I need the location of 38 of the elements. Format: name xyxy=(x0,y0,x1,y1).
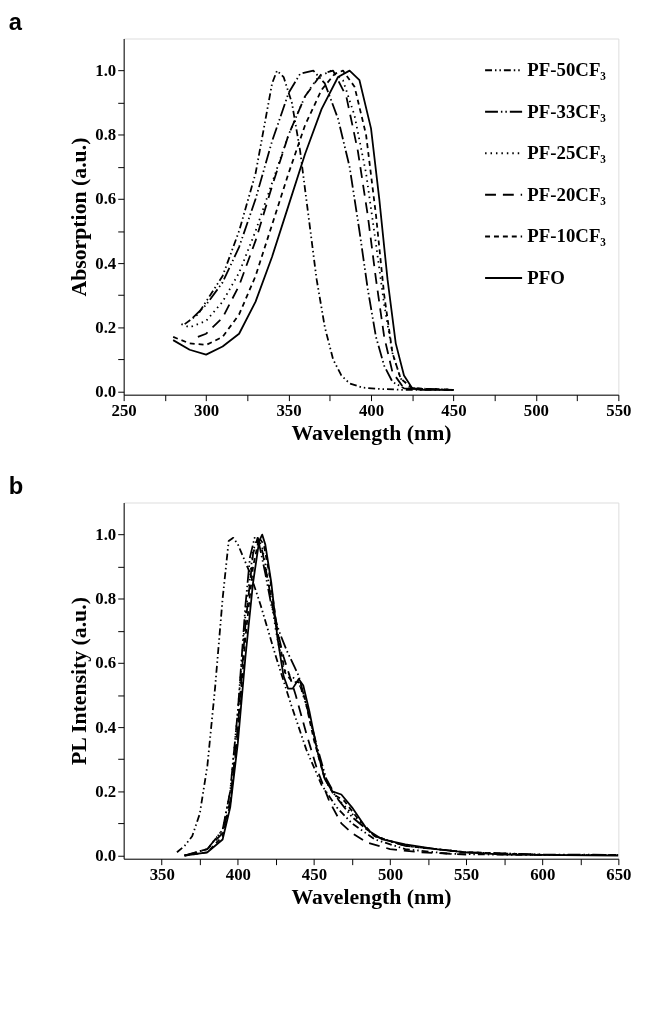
legend-label: PF-50CF₃ xyxy=(527,59,607,81)
y-tick-label: 0.0 xyxy=(95,381,117,401)
x-tick-label: 500 xyxy=(523,400,550,420)
y-tick-label: 0.8 xyxy=(95,589,117,609)
y-axis-title: PL Intensity (a.u.) xyxy=(67,597,92,766)
x-tick-label: 650 xyxy=(606,864,632,884)
y-tick-label: 0.2 xyxy=(95,317,117,337)
y-tick-label: 0.6 xyxy=(95,653,117,673)
x-tick-label: 400 xyxy=(358,400,385,420)
x-tick-label: 500 xyxy=(377,864,404,884)
legend-label: PF-20CF₃ xyxy=(527,183,607,205)
legend-label: PF-33CF₃ xyxy=(527,100,607,122)
y-tick-label: 0.8 xyxy=(95,125,117,145)
legend-label: PF-25CF₃ xyxy=(527,142,607,164)
x-axis-title: Wavelength (nm) xyxy=(291,420,452,445)
x-tick-label: 350 xyxy=(276,400,302,420)
chart-title: b xyxy=(8,472,24,499)
y-tick-label: 0.4 xyxy=(95,253,117,273)
x-tick-label: 550 xyxy=(606,400,632,420)
y-tick-label: 0.2 xyxy=(95,781,117,801)
y-tick-label: 0.6 xyxy=(95,189,117,209)
legend-label: PF-10CF₃ xyxy=(527,225,607,247)
legend-label: PFO xyxy=(527,266,565,288)
y-tick-label: 0.0 xyxy=(95,845,117,865)
x-tick-label: 400 xyxy=(225,864,251,884)
x-tick-label: 250 xyxy=(111,400,137,420)
y-axis-title: Absorption (a.u.) xyxy=(67,137,92,297)
chart-title: a xyxy=(8,8,23,35)
y-tick-label: 1.0 xyxy=(95,61,117,81)
x-tick-label: 300 xyxy=(194,400,220,420)
x-tick-label: 350 xyxy=(149,864,175,884)
y-tick-label: 1.0 xyxy=(95,525,117,545)
x-tick-label: 450 xyxy=(441,400,467,420)
x-axis-title: Wavelength (nm) xyxy=(291,884,452,909)
x-tick-label: 550 xyxy=(454,864,480,884)
x-tick-label: 600 xyxy=(530,864,556,884)
y-tick-label: 0.4 xyxy=(95,717,117,737)
x-tick-label: 450 xyxy=(301,864,328,884)
